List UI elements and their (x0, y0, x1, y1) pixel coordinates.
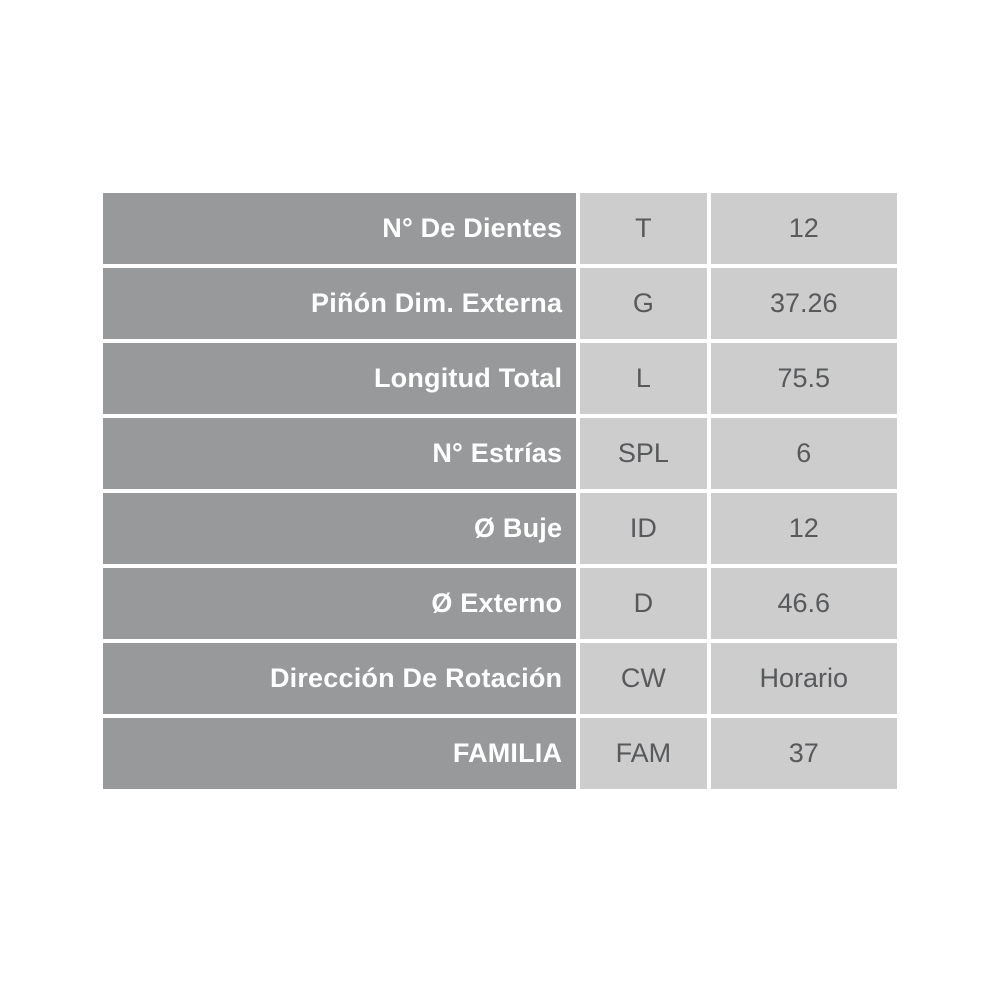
table-row: FAMILIA FAM 37 (103, 718, 897, 789)
row-code: ID (580, 493, 707, 564)
row-value: 37.26 (710, 268, 897, 339)
row-code: L (580, 343, 707, 414)
row-label: Ø Externo (103, 568, 577, 639)
table-row: Ø Externo D 46.6 (103, 568, 897, 639)
row-label: N° De Dientes (103, 193, 577, 264)
product-spec-table: N° De Dientes T 12 Piñón Dim. Externa G … (99, 189, 901, 793)
row-label: Ø Buje (103, 493, 577, 564)
table-row: Piñón Dim. Externa G 37.26 (103, 268, 897, 339)
row-value: 6 (710, 418, 897, 489)
table-row: Ø Buje ID 12 (103, 493, 897, 564)
row-value: 46.6 (710, 568, 897, 639)
spec-table: N° De Dientes T 12 Piñón Dim. Externa G … (99, 189, 901, 793)
row-value: 12 (710, 493, 897, 564)
table-row: Longitud Total L 75.5 (103, 343, 897, 414)
row-value: 12 (710, 193, 897, 264)
table-row: Dirección De Rotación CW Horario (103, 643, 897, 714)
row-code: CW (580, 643, 707, 714)
row-label: FAMILIA (103, 718, 577, 789)
row-code: G (580, 268, 707, 339)
row-label: Dirección De Rotación (103, 643, 577, 714)
row-code: FAM (580, 718, 707, 789)
table-row: N° Estrías SPL 6 (103, 418, 897, 489)
row-label: N° Estrías (103, 418, 577, 489)
row-code: SPL (580, 418, 707, 489)
row-label: Longitud Total (103, 343, 577, 414)
row-value: 75.5 (710, 343, 897, 414)
row-value: 37 (710, 718, 897, 789)
row-value: Horario (710, 643, 897, 714)
row-code: D (580, 568, 707, 639)
table-row: N° De Dientes T 12 (103, 193, 897, 264)
row-code: T (580, 193, 707, 264)
row-label: Piñón Dim. Externa (103, 268, 577, 339)
